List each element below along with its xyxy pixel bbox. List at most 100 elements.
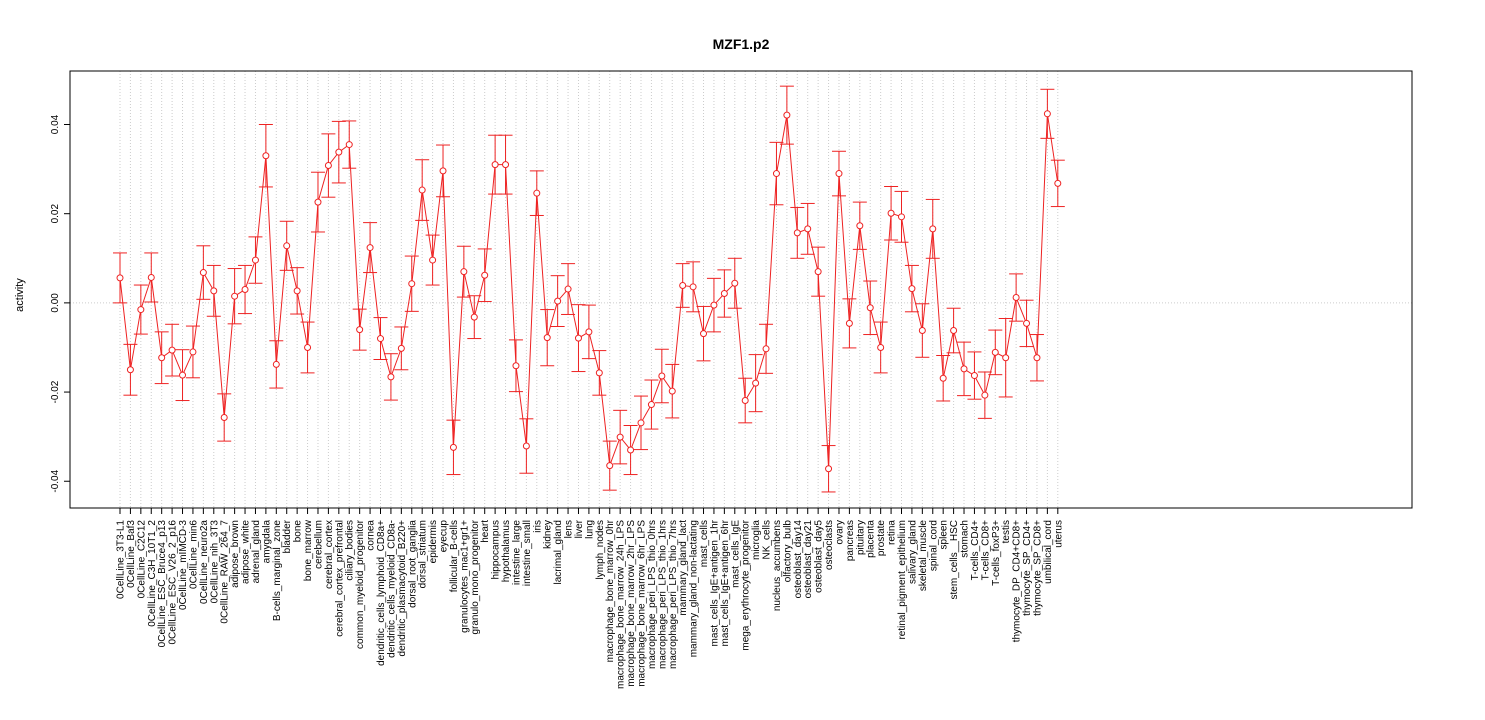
- data-point: [700, 330, 708, 338]
- x-tick-label: microglia: [751, 520, 762, 560]
- data-point: [189, 348, 197, 356]
- x-tick-label: B-cells_marginal_zone: [272, 520, 283, 622]
- x-tick-label: placenta: [866, 520, 877, 558]
- x-tick-label: stomach: [960, 520, 971, 558]
- x-tick-label: intestine_small: [522, 520, 533, 586]
- data-point: [491, 161, 499, 169]
- x-tick-label: pancreas: [845, 520, 856, 561]
- x-tick-label: olfactory_bulb: [782, 520, 793, 583]
- data-point: [752, 379, 760, 387]
- x-tick-label: thymocyte_SP_CD8+: [1032, 520, 1043, 616]
- data-point: [345, 141, 353, 149]
- y-tick-label: -0.02: [50, 380, 61, 403]
- x-tick-label: iris: [532, 520, 543, 533]
- x-tick-label: 0CellLine_mIMCD-3: [178, 520, 189, 610]
- data-point: [137, 306, 145, 314]
- x-tick-label: cerebral_cortex_prefrontal: [334, 520, 345, 637]
- data-point: [731, 279, 739, 287]
- data-point: [429, 256, 437, 264]
- x-tick-label: T-cells_CD8+: [980, 520, 991, 580]
- x-tick-label: adipose_brown: [230, 520, 241, 588]
- x-tick-label: 0CellLine_nih_3T3: [209, 520, 220, 604]
- data-point: [658, 372, 666, 380]
- data-point: [908, 285, 916, 293]
- data-point: [710, 301, 718, 309]
- plot-frame: [69, 70, 1413, 509]
- data-point: [210, 287, 218, 295]
- data-point: [460, 268, 468, 276]
- x-tick-label: dendritic_plasmacytoid_B220+: [397, 520, 408, 657]
- data-point: [408, 280, 416, 288]
- x-tick-label: mast_cells: [699, 520, 710, 567]
- x-tick-label: cerebral_cortex: [324, 520, 335, 589]
- x-tick-label: epidermis: [428, 520, 439, 563]
- data-point: [220, 413, 228, 421]
- x-tick-label: thymocyte_SP_CD4+: [1022, 520, 1033, 616]
- x-tick-label: liver: [574, 519, 585, 538]
- x-tick-label: lymph_nodes: [595, 520, 606, 579]
- data-point: [647, 401, 655, 409]
- x-tick-label: macrophage_bone_marrow_6hr_LPS: [637, 520, 648, 687]
- x-tick-label: 0CellLine_C2C12: [136, 520, 147, 599]
- data-point: [627, 446, 635, 454]
- x-tick-label: 0CellLine_Baf3: [126, 520, 137, 588]
- data-point: [199, 269, 207, 277]
- data-point: [293, 287, 301, 295]
- data-point: [918, 327, 926, 335]
- data-point: [585, 328, 593, 336]
- x-tick-label: granulocytes_mac1+gr1+: [459, 520, 470, 633]
- data-point: [335, 148, 343, 156]
- data-point: [304, 343, 312, 351]
- data-point: [929, 225, 937, 233]
- x-tick-label: mast_cells_IgE+antigen_6hr: [720, 519, 731, 646]
- x-tick-label: mast_cells_IgE+antigen_1hr: [709, 519, 720, 646]
- data-point: [387, 373, 395, 381]
- data-point: [147, 273, 155, 281]
- x-tick-label: retinal_pigment_epithelium: [897, 520, 908, 640]
- data-point: [877, 343, 885, 351]
- y-tick-label: 0.04: [50, 114, 61, 134]
- data-point: [366, 244, 374, 252]
- data-point: [439, 167, 447, 175]
- data-point: [1012, 294, 1020, 302]
- x-tick-label: cerebellum: [313, 520, 324, 569]
- data-point: [668, 387, 676, 395]
- x-tick-label: common_myeloid_progenitor: [355, 519, 366, 649]
- data-point: [397, 344, 405, 352]
- x-tick-label: bone_marrow: [303, 519, 314, 581]
- data-point: [825, 465, 833, 473]
- data-point: [262, 152, 270, 160]
- x-tick-label: osteoblast_day21: [803, 520, 814, 599]
- x-tick-label: umbilical_cord: [1043, 520, 1054, 584]
- series-layer: [113, 85, 1065, 493]
- data-point: [377, 335, 384, 343]
- x-tick-label: follicular_B-cells: [449, 520, 460, 592]
- data-point: [356, 326, 364, 334]
- x-tick-label: mammary_gland_non-lactating: [689, 520, 700, 657]
- x-tick-label: amygdala: [261, 520, 272, 564]
- x-tick-label: macrophage_peri_LPS_thio_7hrs: [668, 520, 679, 669]
- x-tick-label: macrophage_peri_LPS_thio_0hrs: [647, 520, 658, 669]
- data-point: [793, 229, 801, 237]
- y-tick-label: -0.04: [50, 469, 61, 492]
- x-tick-label: spinal_cord: [928, 520, 939, 571]
- data-point: [168, 346, 176, 354]
- x-tick-label: dorsal_striatum: [418, 520, 429, 588]
- data-point: [1033, 354, 1041, 362]
- data-point: [679, 281, 687, 289]
- data-point: [637, 419, 645, 427]
- data-point: [856, 222, 864, 230]
- x-tick-label: lens: [564, 520, 575, 538]
- data-point: [502, 161, 510, 169]
- chart-title: MZF1.p2: [713, 36, 770, 52]
- x-tick-label: ovary: [834, 520, 845, 544]
- x-tick-label: T-cells_foxP3+: [991, 520, 1002, 586]
- x-tick-label: osteoclasts: [824, 520, 835, 570]
- data-point: [960, 365, 968, 373]
- x-tick-label: 0CellLine_3T3-L1: [116, 520, 127, 599]
- data-point: [939, 374, 947, 382]
- data-point: [179, 371, 187, 379]
- data-point: [981, 391, 989, 399]
- data-point: [595, 369, 603, 377]
- x-tick-label: stem_cells__HSC: [949, 520, 960, 599]
